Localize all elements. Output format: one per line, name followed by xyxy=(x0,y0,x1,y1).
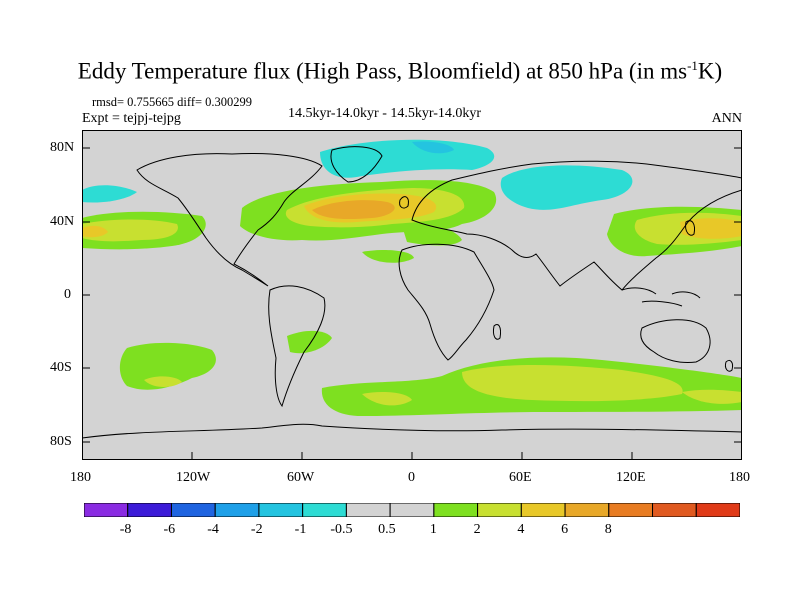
colorbar-box xyxy=(695,503,740,517)
colorbar-label: -0.5 xyxy=(330,522,353,537)
colorbar-box xyxy=(433,503,479,517)
australia-coast xyxy=(640,319,711,363)
lat-label-40n: 40N xyxy=(50,214,75,229)
south-pacific-positive-mid xyxy=(144,376,182,387)
lon-label-120w: 120W xyxy=(176,470,211,485)
lat-label-40s: 40S xyxy=(50,360,72,375)
alaska-negative-region xyxy=(82,185,137,203)
colorbar-label: 4 xyxy=(517,522,525,537)
pacific-positive-west-mid xyxy=(82,219,178,242)
lat-label-80n: 80N xyxy=(50,140,75,155)
pacific-positive-west-core xyxy=(82,225,108,238)
south-atlantic-positive-mid xyxy=(362,392,412,406)
colorbar-box xyxy=(345,503,391,517)
colorbar-label: 0.5 xyxy=(378,522,396,537)
colorbar-label: 6 xyxy=(561,522,569,537)
lon-label-0: 0 xyxy=(408,470,415,485)
colorbar-box xyxy=(389,503,435,517)
madagascar-coast xyxy=(493,324,501,340)
period-label: 14.5kyr-14.0kyr - 14.5kyr-14.0kyr xyxy=(288,106,482,121)
south-america-east-positive xyxy=(287,330,332,354)
colorbar-box xyxy=(214,503,260,517)
coastlines xyxy=(82,146,742,439)
colorbar-box xyxy=(84,503,129,517)
greenland-coast xyxy=(330,146,383,183)
africa-coast xyxy=(398,243,495,361)
colorbar-box xyxy=(477,503,522,517)
japan-coast xyxy=(685,220,695,236)
colorbar-label: 8 xyxy=(604,522,612,537)
lat-label-0: 0 xyxy=(64,287,71,302)
experiment-label: Expt = tejpj-tejpg xyxy=(82,111,181,126)
colorbar-label: 1 xyxy=(429,522,437,537)
colorbar xyxy=(84,503,740,517)
colorbar-box xyxy=(608,503,654,517)
british-isles-coast xyxy=(399,196,409,209)
colorbar-label: 2 xyxy=(473,522,481,537)
atlantic-positive-core xyxy=(312,200,395,220)
lon-label-60e: 60E xyxy=(509,470,532,485)
arctic-negative-core xyxy=(412,141,454,154)
pacific-positive-east-core xyxy=(680,218,742,239)
lon-label-180w: 180 xyxy=(70,470,91,485)
siberia-negative-region xyxy=(500,165,633,210)
colorbar-label: -6 xyxy=(163,522,176,537)
colorbar-box xyxy=(258,503,304,517)
colorbar-label: -4 xyxy=(207,522,219,537)
lon-label-120e: 120E xyxy=(616,470,646,485)
season-label: ANN xyxy=(711,111,742,126)
south-america-coast xyxy=(268,285,326,408)
colorbar-label: -2 xyxy=(250,522,263,537)
colorbar-box xyxy=(564,503,610,517)
colorbar-box xyxy=(127,503,172,517)
colorbar-box xyxy=(652,503,697,517)
lat-label-80s: 80S xyxy=(50,434,72,449)
lon-label-180e: 180 xyxy=(729,470,750,485)
colorbar-label: -1 xyxy=(294,522,307,537)
lon-label-60w: 60W xyxy=(287,470,315,485)
colorbar-label: -8 xyxy=(119,522,132,537)
south-indian-positive-mid xyxy=(462,365,683,402)
new-zealand-coast xyxy=(725,359,733,372)
colorbar-box xyxy=(302,503,347,517)
plot-title: Eddy Temperature flux (High Pass, Bloomf… xyxy=(77,58,723,84)
antarctica-coast xyxy=(82,423,742,439)
south-australia-positive-mid xyxy=(682,389,742,404)
colorbar-box xyxy=(170,503,216,517)
south-pacific-positive xyxy=(119,342,216,390)
colorbar-box xyxy=(520,503,566,517)
stats-label: rmsd= 0.755665 diff= 0.300299 xyxy=(92,95,253,109)
map-ticks xyxy=(82,147,742,460)
north-america-coast xyxy=(136,153,323,287)
eurasia-coast xyxy=(411,160,742,291)
world-map xyxy=(82,130,742,460)
indonesia-coast xyxy=(621,287,701,307)
